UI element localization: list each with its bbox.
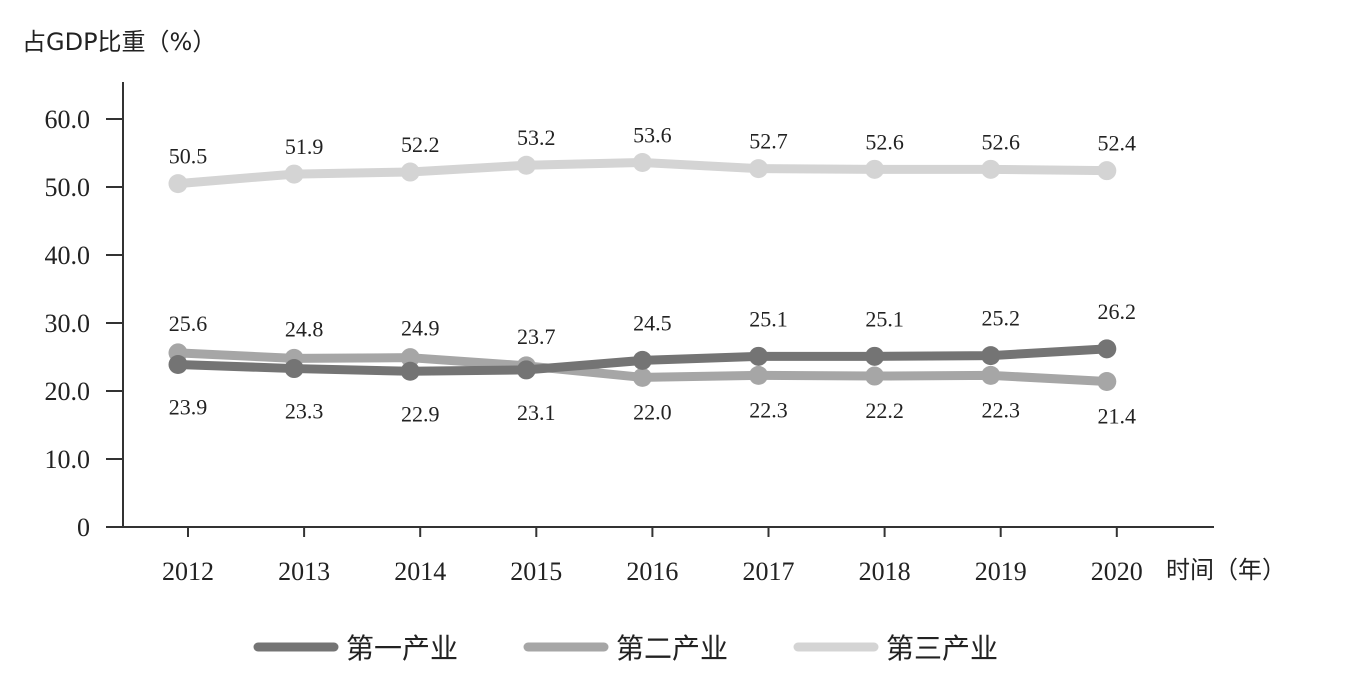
data-point [1097, 339, 1117, 359]
x-tick-label: 2020 [1091, 557, 1143, 586]
y-tick-label: 40.0 [45, 241, 91, 270]
data-label: 24.8 [285, 316, 324, 341]
data-label: 25.1 [865, 306, 904, 331]
x-axis-title: 时间（年） [1166, 556, 1286, 584]
data-label: 26.2 [1098, 299, 1137, 324]
legend: 第一产业 第二产业 第三产业 [253, 632, 998, 665]
data-point [632, 367, 652, 387]
data-point [284, 164, 304, 184]
data-label: 23.9 [169, 394, 208, 419]
data-label: 22.0 [633, 399, 672, 424]
data-point [749, 365, 768, 385]
data-point [865, 159, 885, 179]
series-layer [168, 153, 1117, 391]
y-tick-label: 20.0 [45, 377, 91, 406]
data-point [981, 159, 1001, 179]
data-point [749, 346, 768, 366]
data-point [168, 174, 188, 194]
data-point [632, 350, 652, 370]
data-label: 23.3 [285, 399, 324, 424]
data-label: 53.6 [633, 123, 672, 148]
data-label: 22.3 [749, 397, 788, 422]
data-point [632, 153, 652, 173]
data-point [516, 360, 536, 380]
data-point [981, 346, 1001, 366]
data-point [400, 348, 420, 368]
data-label: 22.2 [865, 398, 904, 423]
data-label: 25.1 [749, 306, 788, 331]
x-tick-label: 2012 [162, 557, 214, 586]
y-tick-label: 10.0 [45, 445, 91, 474]
data-point [284, 359, 304, 379]
data-label: 50.5 [169, 144, 208, 169]
legend-label: 第二产业 [616, 632, 728, 665]
data-label: 24.9 [401, 316, 440, 341]
data-labels: 23.9 23.3 22.9 23.1 24.5 25.1 25.1 25.2 26.2 25.6… [169, 123, 1136, 429]
x-tick-label: 2018 [859, 557, 911, 586]
data-point [400, 162, 420, 182]
data-label: 22.9 [401, 401, 440, 426]
data-label: 22.3 [981, 397, 1020, 422]
data-point [865, 366, 885, 386]
data-label: 52.6 [865, 129, 904, 154]
data-point [981, 365, 1001, 385]
x-tick-label: 2013 [278, 557, 330, 586]
data-label: 23.1 [517, 400, 556, 425]
y-tick-label: 30.0 [45, 309, 91, 338]
data-label: 52.2 [401, 132, 440, 157]
y-tick-label: 60.0 [45, 105, 91, 134]
data-label: 24.5 [633, 310, 672, 335]
data-point [400, 361, 420, 381]
x-tick-label: 2014 [394, 557, 446, 586]
x-tick-label: 2015 [510, 557, 562, 586]
y-axis-title: 占GDP比重（%） [22, 28, 216, 56]
data-point [1097, 161, 1117, 181]
data-point [749, 159, 768, 179]
data-point [865, 346, 885, 366]
data-label: 23.7 [517, 324, 556, 349]
y-ticks: 0 10.0 20.0 30.0 40.0 50.0 60.0 [45, 105, 123, 542]
y-tick-label: 0 [77, 513, 90, 542]
x-ticks: 2012 2013 2014 2015 2016 2017 2018 2019 2020 [162, 527, 1143, 586]
data-label: 52.7 [749, 129, 788, 154]
x-tick-label: 2019 [975, 557, 1027, 586]
y-tick-label: 50.0 [45, 173, 91, 202]
data-label: 21.4 [1098, 403, 1137, 428]
data-point [516, 155, 536, 175]
data-label: 25.2 [981, 306, 1020, 331]
data-point [1097, 371, 1117, 391]
data-point [168, 354, 188, 374]
data-label: 52.4 [1098, 131, 1137, 156]
data-label: 52.6 [981, 129, 1020, 154]
x-tick-label: 2017 [743, 557, 795, 586]
legend-label: 第三产业 [886, 632, 998, 665]
legend-label: 第一产业 [346, 632, 458, 665]
data-label: 25.6 [169, 311, 208, 336]
x-tick-label: 2016 [626, 557, 678, 586]
data-label: 53.2 [517, 125, 556, 150]
data-label: 51.9 [285, 134, 324, 159]
